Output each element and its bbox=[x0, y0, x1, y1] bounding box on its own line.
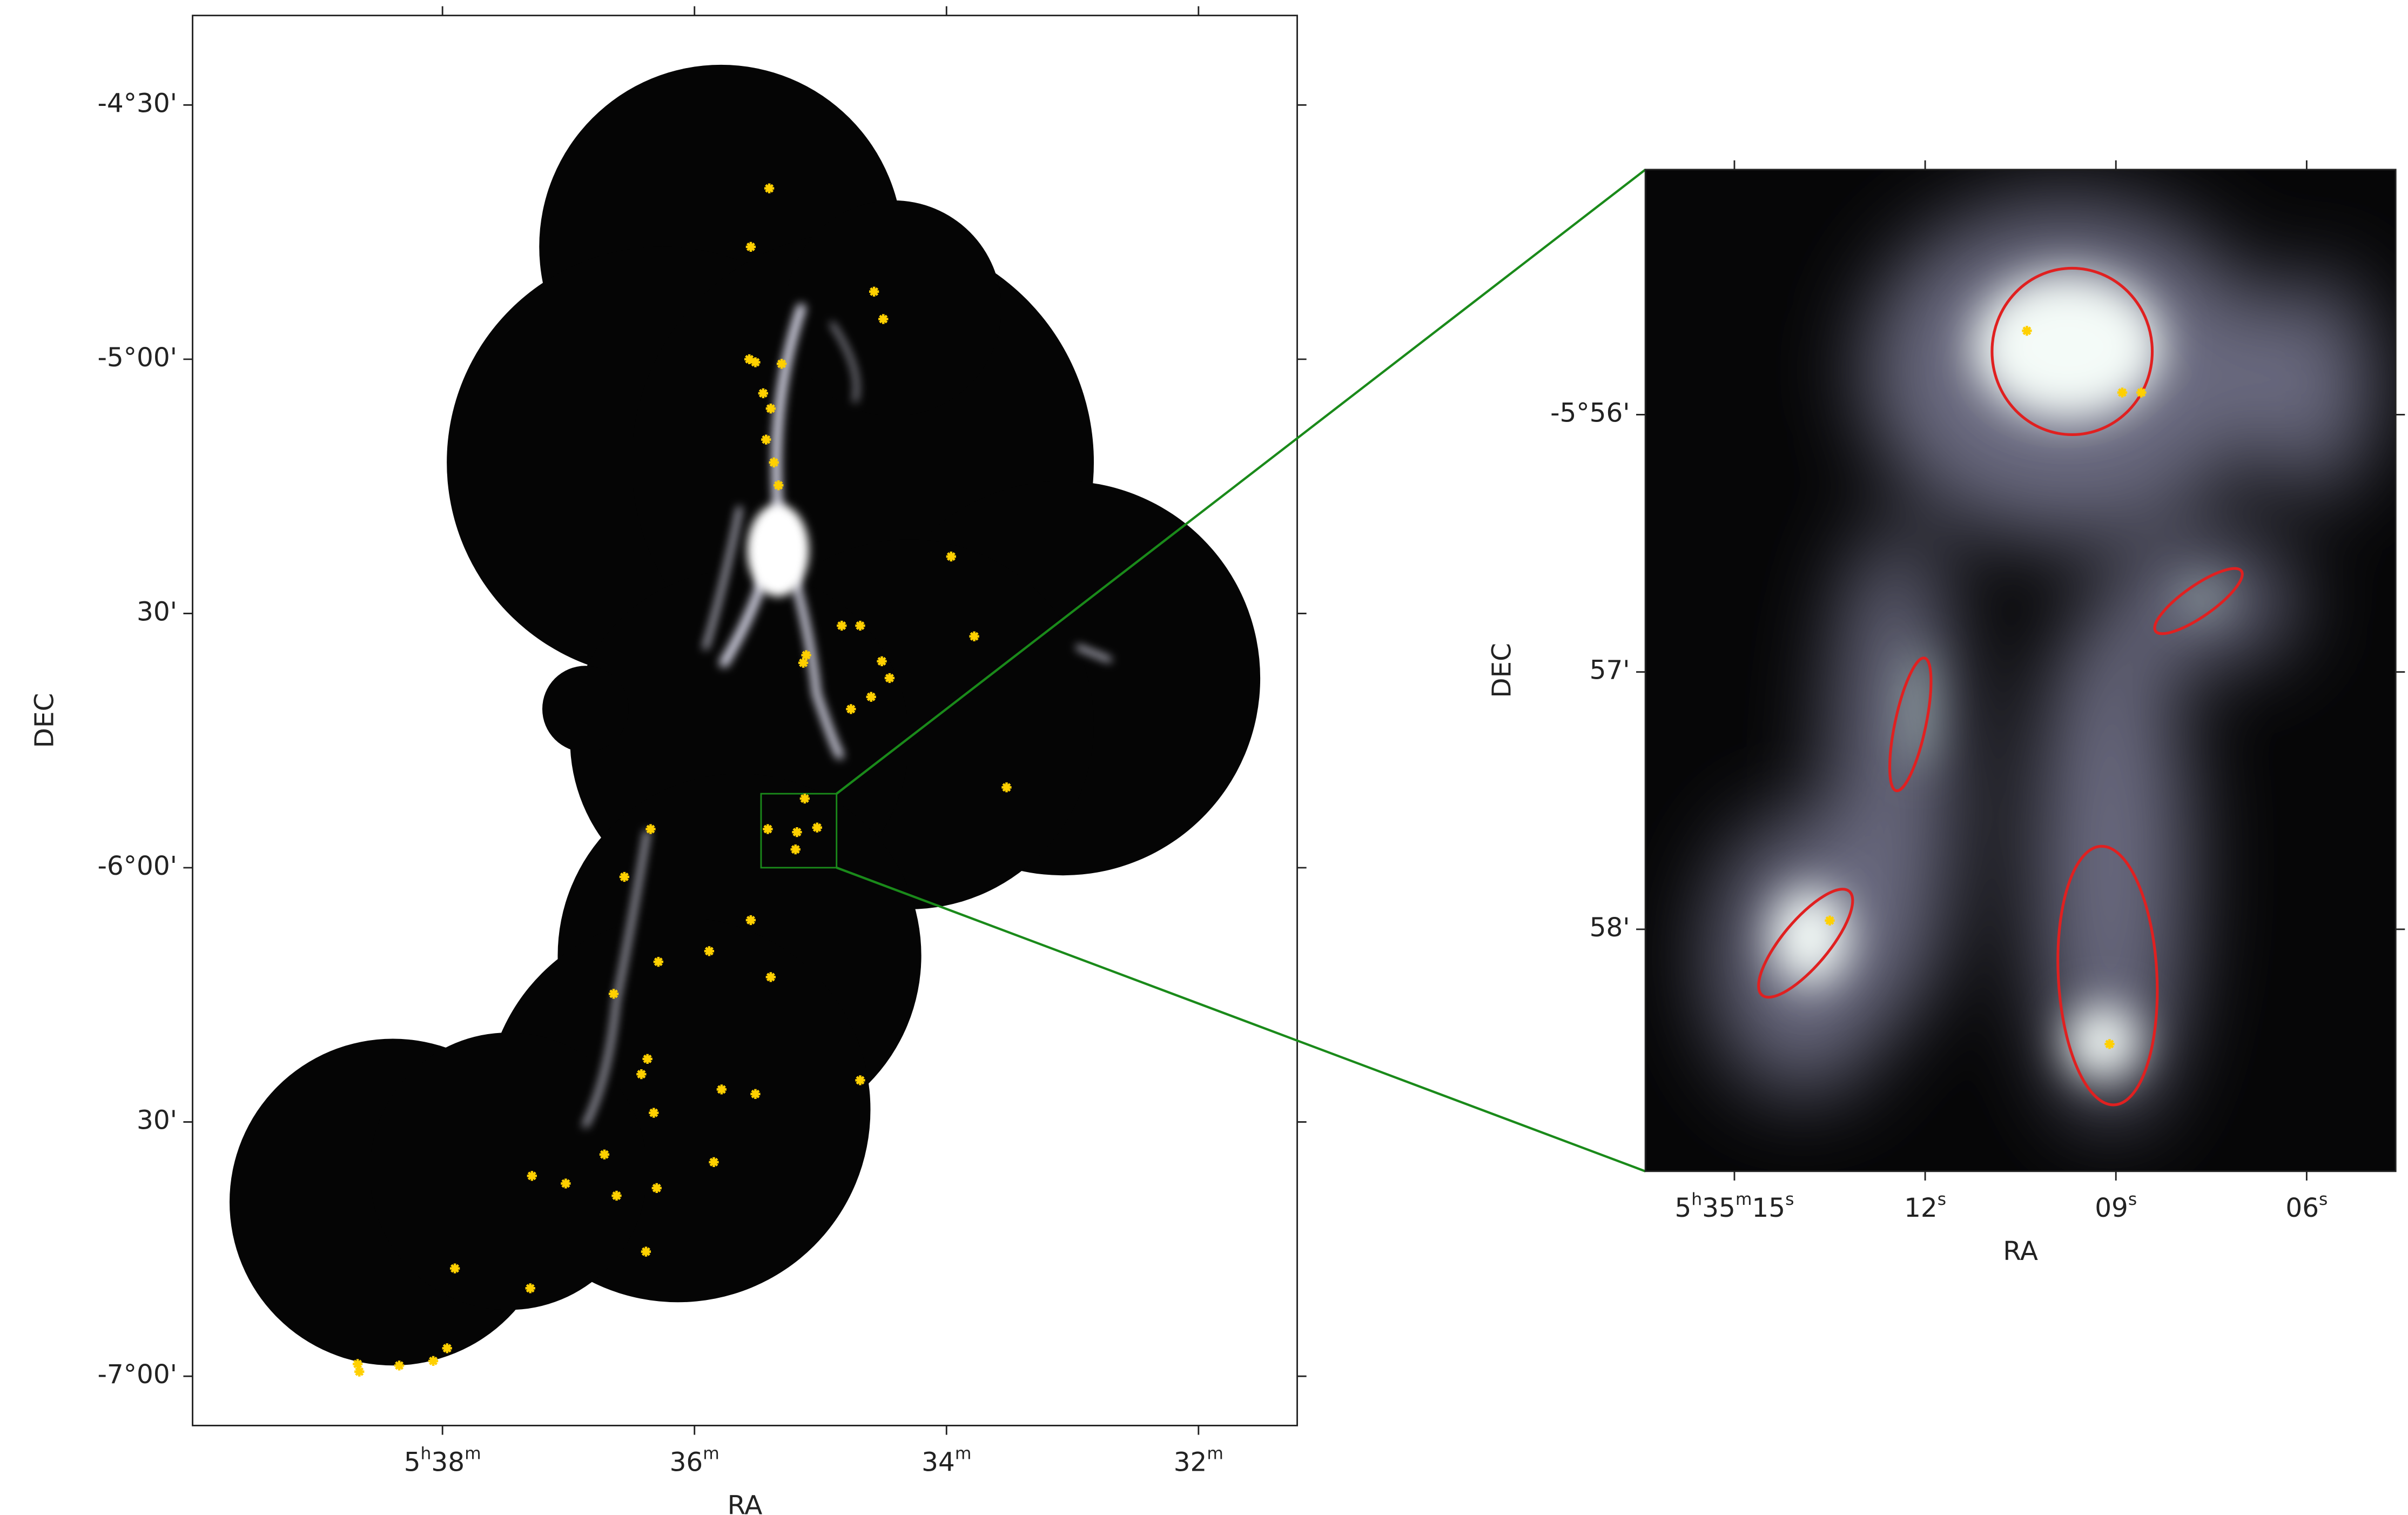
y-tick-label: 30' bbox=[137, 596, 177, 627]
x-tick-label: 34m bbox=[922, 1444, 971, 1478]
source-marker bbox=[645, 824, 655, 834]
y-tick-label: -6°00' bbox=[97, 851, 177, 881]
x-tick-label: 5h35m15s bbox=[1674, 1190, 1794, 1223]
source-marker bbox=[837, 621, 846, 631]
y-axis-label: DEC bbox=[1487, 643, 1517, 698]
source-marker bbox=[766, 972, 776, 982]
source-marker bbox=[643, 1054, 653, 1064]
source-marker bbox=[609, 989, 618, 998]
source-marker bbox=[641, 1246, 651, 1256]
y-tick-label: 57' bbox=[1590, 655, 1630, 686]
source-marker bbox=[763, 824, 772, 834]
y-tick-label: -5°56' bbox=[1550, 398, 1630, 428]
source-marker bbox=[846, 704, 856, 714]
x-tick-label: 36m bbox=[670, 1444, 719, 1478]
y-axis-label: DEC bbox=[30, 693, 60, 748]
source-marker bbox=[746, 242, 756, 252]
source-marker bbox=[800, 794, 810, 803]
source-marker bbox=[750, 1089, 760, 1099]
x-axis-label: RA bbox=[728, 1491, 763, 1515]
x-tick-label: 12s bbox=[1904, 1190, 1946, 1223]
source-marker bbox=[946, 552, 956, 561]
source-marker bbox=[354, 1367, 364, 1377]
source-marker bbox=[704, 946, 714, 956]
source-marker bbox=[777, 359, 786, 368]
source-marker bbox=[761, 434, 771, 444]
source-marker bbox=[620, 872, 629, 882]
y-tick-label: 30' bbox=[137, 1105, 177, 1136]
source-marker bbox=[812, 823, 822, 833]
x-tick-label: 06s bbox=[2285, 1190, 2328, 1223]
zoom-image bbox=[1645, 170, 2396, 1171]
source-marker bbox=[717, 1084, 727, 1094]
y-tick-label: -4°30' bbox=[97, 88, 177, 118]
source-marker bbox=[442, 1343, 452, 1353]
source-marker bbox=[654, 957, 663, 967]
source-marker bbox=[636, 1069, 646, 1079]
y-tick-label: -7°00' bbox=[97, 1359, 177, 1390]
source-marker bbox=[791, 844, 801, 854]
x-tick-label: 09s bbox=[2095, 1190, 2137, 1223]
source-marker bbox=[969, 632, 979, 641]
source-marker bbox=[798, 658, 808, 668]
source-marker bbox=[709, 1157, 718, 1167]
source-marker bbox=[766, 404, 776, 413]
x-axis-label: RA bbox=[2003, 1236, 2038, 1266]
source-marker bbox=[792, 827, 802, 837]
y-tick-label: 58' bbox=[1590, 913, 1630, 943]
source-marker bbox=[1001, 782, 1011, 792]
source-marker bbox=[885, 673, 894, 683]
zoom-connector bbox=[837, 868, 1645, 1171]
source-marker bbox=[866, 692, 876, 702]
source-marker bbox=[746, 915, 756, 925]
source-marker bbox=[877, 656, 886, 666]
map-image bbox=[230, 65, 1260, 1365]
x-tick-label: 5h38m bbox=[404, 1444, 481, 1478]
source-marker bbox=[855, 1075, 865, 1085]
x-tick-label: 32m bbox=[1174, 1444, 1223, 1478]
source-marker bbox=[855, 621, 865, 631]
source-marker bbox=[869, 287, 879, 297]
y-tick-label: -5°00' bbox=[97, 343, 177, 373]
source-marker bbox=[561, 1178, 570, 1188]
figure: 5h38m 36m 34m 32m -4°30' -5°00' 30' -6°00' 30' -7… bbox=[0, 0, 2408, 1515]
source-marker bbox=[2104, 1039, 2114, 1049]
